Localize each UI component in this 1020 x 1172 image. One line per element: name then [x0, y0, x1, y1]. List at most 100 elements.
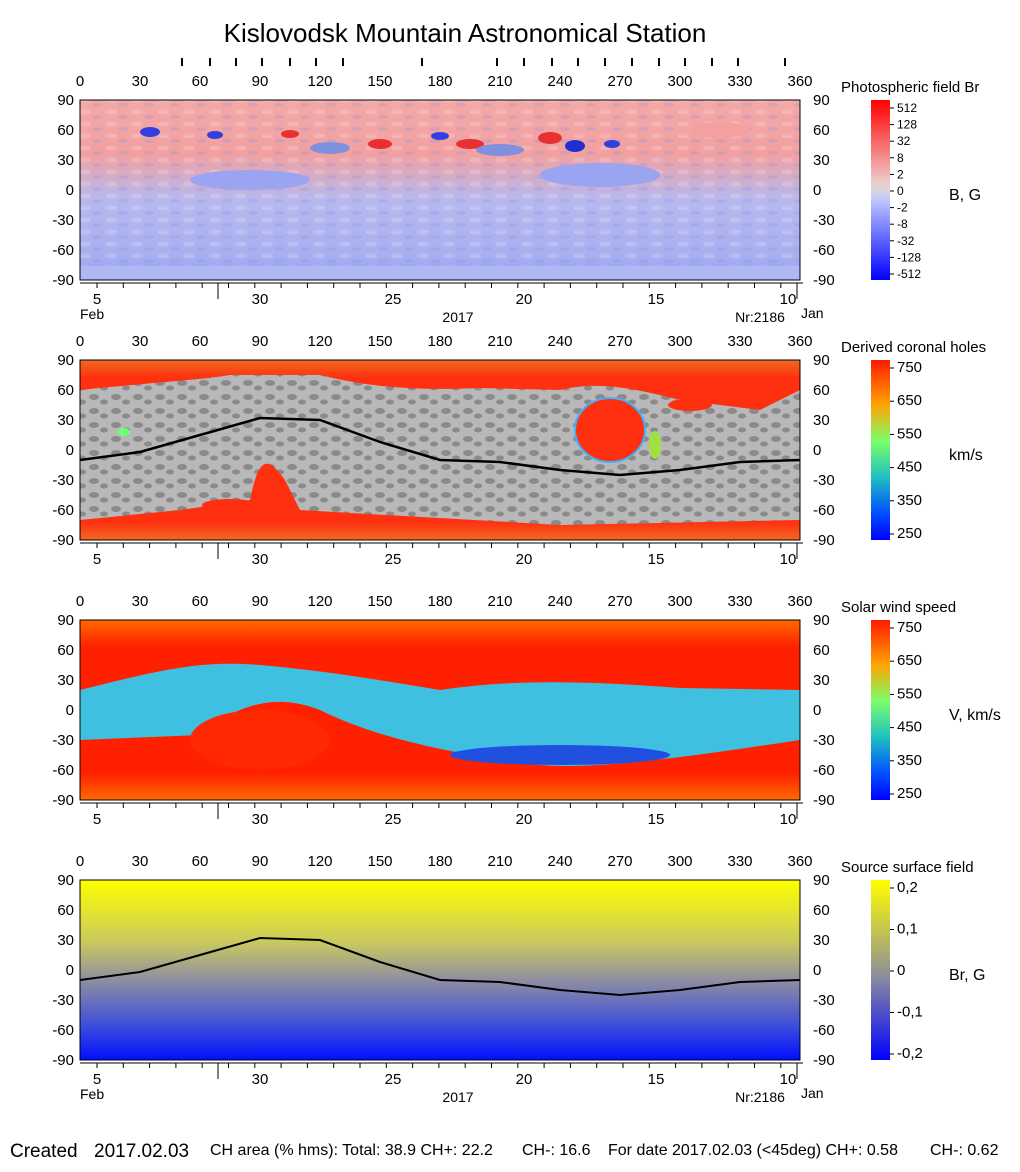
longitude-label: 300	[667, 593, 692, 610]
colorbar-tick-label: 550	[897, 425, 922, 442]
latitude-label: -60	[813, 502, 835, 519]
colorbar-tick-label: 8	[897, 151, 904, 165]
longitude-label: 210	[487, 853, 512, 870]
field-patch	[476, 144, 524, 156]
colorbar-tick-label: 450	[897, 719, 922, 736]
longitude-label: 90	[252, 593, 269, 610]
longitude-label: 180	[427, 333, 452, 350]
field-patch	[140, 127, 160, 137]
latitude-label: 90	[813, 352, 830, 369]
latitude-label: -90	[52, 532, 74, 549]
ch-minus-text: CH-: 16.6	[522, 1142, 591, 1159]
date-label: 5	[93, 551, 101, 568]
for-date-text: For date 2017.02.03 (<45deg) CH+: 0.58	[608, 1142, 898, 1159]
field-patch	[690, 122, 750, 138]
longitude-label: 360	[787, 593, 812, 610]
latitude-label: -30	[52, 992, 74, 1009]
latitude-label: -30	[52, 212, 74, 229]
latitude-label: -30	[813, 732, 835, 749]
latitude-label: 60	[813, 382, 830, 399]
field-patch	[190, 170, 310, 190]
field-patch	[565, 140, 585, 152]
footer: Created 2017.02.03 CH area (% hms): Tota…	[10, 1138, 1015, 1166]
colorbar-tick-label: -8	[897, 217, 908, 231]
date-label: 10	[780, 551, 797, 568]
latitude-label: 0	[66, 442, 74, 459]
map-frame	[79, 99, 801, 281]
date-label: 15	[648, 811, 665, 828]
longitude-label: 150	[367, 73, 392, 90]
longitude-label: 60	[192, 853, 209, 870]
longitude-label: 90	[252, 853, 269, 870]
page-title: Kislovodsk Mountain Astronomical Station	[223, 18, 707, 48]
date-label: 10	[780, 811, 797, 828]
latitude-label: -90	[813, 532, 835, 549]
longitude-label: 0	[76, 73, 84, 90]
colorbar-tick-label: 450	[897, 459, 922, 476]
latitude-label: 30	[57, 672, 74, 689]
colorbar-tick-label: 550	[897, 685, 922, 702]
colorbar-tick-label: 750	[897, 619, 922, 636]
latitude-label: 30	[57, 932, 74, 949]
coronal-hole	[118, 428, 130, 436]
latitude-label: -30	[813, 992, 835, 1009]
south-pole-band	[80, 266, 800, 280]
colorbar-tick-label: -512	[897, 267, 921, 281]
longitude-label: 240	[547, 333, 572, 350]
colorbar-tick-label: -0,1	[897, 1004, 923, 1021]
latitude-label: 0	[813, 962, 821, 979]
longitude-label: 210	[487, 593, 512, 610]
coronal-hole	[668, 399, 712, 411]
coronal-hole	[649, 431, 661, 459]
month-label-right: Jan	[801, 1085, 824, 1101]
longitude-label: 30	[132, 593, 149, 610]
longitude-label: 360	[787, 73, 812, 90]
longitude-label: 360	[787, 333, 812, 350]
latitude-label: -90	[813, 272, 835, 289]
date-label: 20	[516, 1071, 533, 1088]
longitude-label: 120	[307, 593, 332, 610]
date-label: 30	[252, 811, 269, 828]
map-source-surface	[80, 880, 800, 1060]
colorbar-tick-label: 2	[897, 167, 904, 181]
latitude-label: -90	[813, 1052, 835, 1069]
field-patch	[540, 163, 660, 187]
date-label: 25	[385, 1071, 402, 1088]
latitude-label: 0	[66, 962, 74, 979]
date-label: 25	[385, 291, 402, 308]
colorbar-tick-label: 250	[897, 525, 922, 542]
date-label: 20	[516, 551, 533, 568]
coronal-hole	[202, 499, 258, 511]
longitude-label: 300	[667, 333, 692, 350]
latitude-label: 30	[57, 152, 74, 169]
longitude-label: 150	[367, 853, 392, 870]
colorbar-tick-label: 650	[897, 392, 922, 409]
latitude-label: 90	[57, 872, 74, 889]
colorbar	[871, 620, 890, 800]
longitude-label: 270	[607, 333, 632, 350]
rotation-label: Nr:2186	[735, 1089, 785, 1105]
field-patch	[431, 132, 449, 140]
field-patch	[538, 132, 562, 144]
colorbar-tick-label: 32	[897, 134, 911, 148]
latitude-label: -60	[52, 242, 74, 259]
longitude-label: 90	[252, 333, 269, 350]
month-label-right: Jan	[801, 305, 824, 321]
latitude-label: -60	[813, 1022, 835, 1039]
date-label: 10	[780, 1071, 797, 1088]
longitude-label: 150	[367, 333, 392, 350]
date-label: 30	[252, 1071, 269, 1088]
latitude-label: 90	[813, 92, 830, 109]
field-patch	[368, 139, 392, 149]
latitude-label: 90	[813, 872, 830, 889]
latitude-label: 60	[57, 382, 74, 399]
latitude-label: 60	[57, 642, 74, 659]
latitude-label: 90	[57, 612, 74, 629]
colorbar-tick-label: -0,2	[897, 1045, 923, 1062]
colorbar-tick-label: 350	[897, 752, 922, 769]
longitude-label: 120	[307, 73, 332, 90]
longitude-label: 210	[487, 333, 512, 350]
field-patch	[281, 130, 299, 138]
